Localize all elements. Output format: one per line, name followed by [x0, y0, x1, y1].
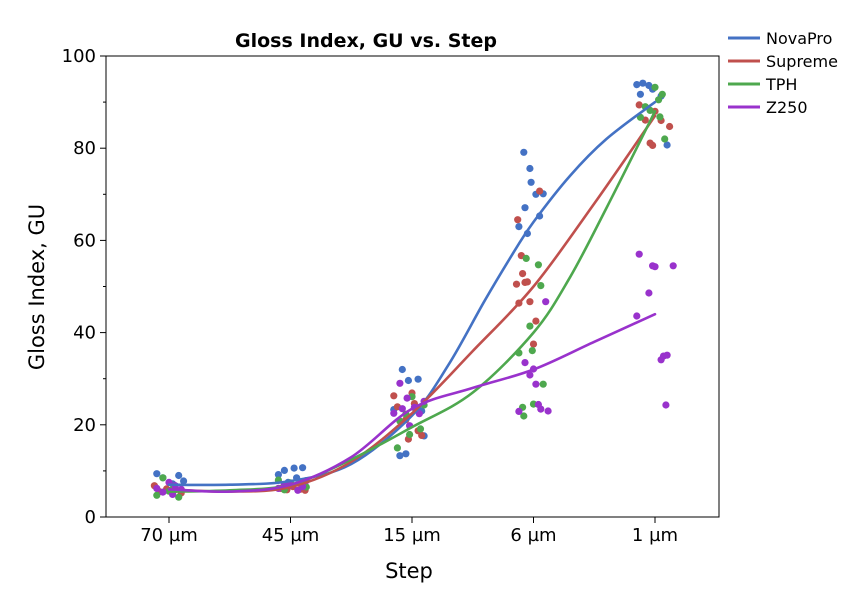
y-tick-label: 100 [62, 46, 96, 67]
x-axis-label: Step [385, 559, 433, 583]
data-point-supreme [666, 122, 674, 131]
data-point-tph [406, 430, 414, 439]
data-point-supreme [519, 270, 527, 278]
y-tick-label: 60 [73, 230, 96, 251]
data-point-z250 [153, 484, 161, 492]
y-tick-label: 80 [73, 138, 96, 159]
data-point-supreme [649, 141, 657, 149]
data-point-novapro [299, 464, 307, 472]
data-point-z250 [390, 409, 398, 417]
data-point-z250 [635, 250, 643, 258]
data-point-novapro [398, 365, 406, 374]
data-point-z250 [415, 410, 423, 418]
data-point-novapro [180, 477, 188, 485]
data-point-novapro [527, 178, 535, 186]
data-point-tph [175, 493, 183, 501]
legend[interactable]: NovaPro Supreme TPH Z250 [728, 29, 838, 117]
fit-line-novapro [167, 100, 657, 487]
data-point-z250 [526, 371, 534, 379]
legend-item-novapro[interactable]: NovaPro [766, 29, 832, 48]
data-point-z250 [398, 405, 406, 413]
plot-area [150, 79, 677, 501]
data-point-tph [655, 96, 663, 104]
data-point-novapro [636, 90, 645, 98]
data-point-tph [159, 474, 167, 482]
data-point-tph [522, 254, 530, 262]
data-point-novapro [153, 470, 161, 478]
data-point-novapro [280, 466, 288, 474]
data-point-z250 [651, 263, 659, 271]
data-point-z250 [662, 401, 670, 409]
data-point-z250 [159, 488, 167, 496]
data-point-z250 [633, 312, 641, 320]
data-point-novapro [175, 471, 183, 480]
data-point-novapro [274, 471, 282, 479]
data-point-tph [534, 261, 543, 269]
data-point-novapro [663, 141, 671, 149]
data-point-tph [539, 380, 547, 388]
data-point-z250 [396, 379, 404, 387]
data-point-z250 [669, 262, 677, 270]
x-tick-label: 45 µm [262, 525, 320, 546]
data-point-novapro [521, 204, 529, 212]
data-point-novapro [404, 376, 412, 385]
data-point-novapro [639, 79, 647, 87]
y-tick-label: 0 [85, 507, 96, 528]
data-point-novapro [402, 450, 410, 458]
data-point-supreme [418, 431, 426, 439]
x-tick-label: 70 µm [140, 525, 198, 546]
data-point-z250 [544, 407, 552, 415]
data-point-z250 [403, 394, 411, 402]
data-point-supreme [514, 216, 522, 224]
legend-item-tph[interactable]: TPH [765, 75, 797, 94]
axes: 0 20 40 60 80 100 70 µm 45 µm 15 µm 6 µm 1 µm [62, 46, 678, 546]
data-point-supreme [536, 187, 544, 195]
data-point-supreme [635, 101, 643, 109]
data-point-novapro [290, 464, 298, 472]
y-tick-label: 40 [73, 323, 96, 344]
data-point-novapro [396, 452, 404, 460]
data-point-z250 [537, 405, 545, 413]
data-point-tph [416, 425, 425, 433]
x-tick-label: 6 µm [510, 525, 556, 546]
data-point-supreme [512, 280, 521, 288]
y-tick-label: 20 [73, 415, 96, 436]
data-point-supreme [526, 298, 534, 306]
data-point-tph [537, 282, 545, 290]
chart-title: Gloss Index, GU vs. Step [235, 30, 497, 52]
data-point-novapro [526, 164, 534, 173]
data-point-novapro [414, 375, 422, 383]
data-point-tph [526, 322, 534, 330]
data-point-tph [656, 113, 664, 121]
x-tick-label: 15 µm [383, 525, 441, 546]
plot-frame [105, 55, 720, 518]
data-point-z250 [515, 407, 523, 415]
data-point-z250 [645, 289, 653, 297]
data-point-supreme [523, 278, 532, 286]
y-axis-label: Gloss Index, GU [25, 204, 49, 370]
data-point-z250 [521, 359, 529, 367]
data-point-tph [651, 83, 659, 91]
data-point-novapro [520, 148, 528, 156]
data-point-tph [661, 135, 669, 143]
data-point-supreme [532, 317, 540, 325]
x-tick-label: 1 µm [632, 525, 678, 546]
data-point-novapro [633, 81, 641, 89]
data-point-supreme [529, 340, 538, 348]
data-point-tph [658, 90, 666, 98]
data-point-supreme [390, 392, 398, 400]
legend-item-supreme[interactable]: Supreme [766, 52, 838, 71]
data-point-tph [153, 491, 161, 499]
legend-item-z250[interactable]: Z250 [766, 98, 808, 117]
data-point-novapro [515, 223, 523, 231]
data-point-tph [393, 444, 401, 452]
fit-line-z250 [167, 312, 657, 494]
data-point-z250 [532, 380, 540, 388]
data-point-z250 [542, 298, 550, 306]
data-point-tph [528, 347, 536, 355]
data-point-z250 [663, 351, 671, 359]
data-point-tph [520, 412, 528, 420]
